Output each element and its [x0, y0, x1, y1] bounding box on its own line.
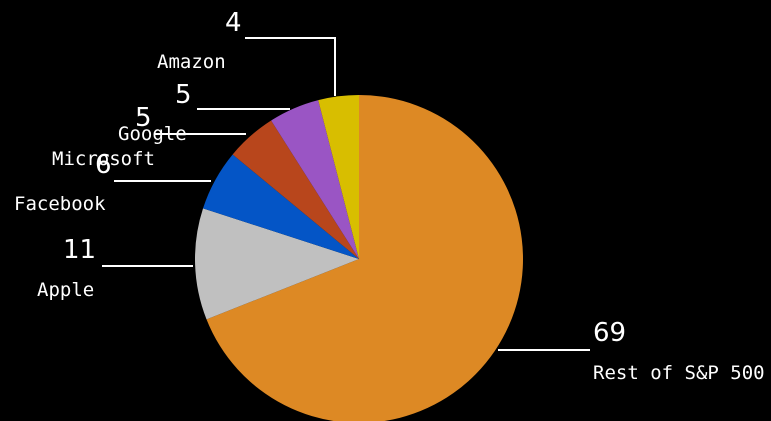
value-label-facebook: 6 — [95, 150, 112, 180]
value-label-google: 5 — [175, 80, 192, 110]
name-label-amazon: Amazon — [157, 51, 226, 73]
pie-slice-amazon — [318, 95, 359, 259]
slice-labels: 69 Rest of S&P 500 11 Apple 6 Facebook 5 Micros… — [14, 8, 765, 384]
value-label-microsoft: 5 — [135, 103, 152, 133]
name-label-apple: Apple — [37, 279, 94, 301]
pie-slice-apple — [195, 208, 359, 320]
pie-slices — [195, 95, 523, 421]
pie-slice-google — [271, 100, 359, 260]
name-label-google: Google — [118, 123, 187, 145]
name-label-microsoft: Microsoft — [52, 148, 155, 170]
value-label-rest-of-s-p-500: 69 — [593, 318, 626, 348]
name-label-rest-of-s-p-500: Rest of S&P 500 — [593, 362, 765, 384]
value-label-apple: 11 — [63, 235, 96, 265]
leader-line-amazon — [245, 37, 336, 96]
name-label-facebook: Facebook — [14, 193, 106, 215]
pie-slice-rest-of-s-p-500 — [206, 95, 523, 421]
leader-lines — [102, 37, 590, 351]
pie-slice-facebook — [203, 154, 359, 259]
value-label-amazon: 4 — [225, 8, 242, 38]
pie-slice-microsoft — [232, 120, 359, 259]
